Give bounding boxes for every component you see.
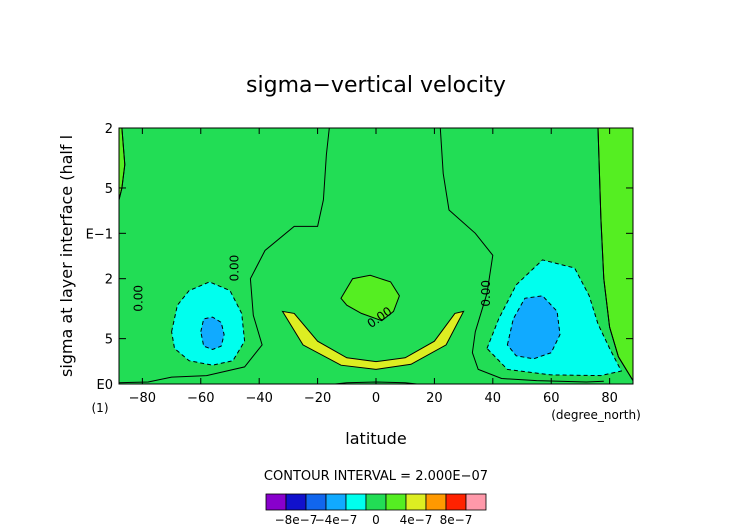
chart-title: sigma−vertical velocity xyxy=(246,73,506,98)
x-axis: −80 −60 −40 −20 0 20 40 60 80 xyxy=(129,128,618,406)
contour-label: 0.00 xyxy=(131,285,145,312)
colorbar-swatch xyxy=(305,493,327,511)
colorbar-label: −4e−7 xyxy=(315,513,358,527)
y-tick-label: 5 xyxy=(105,182,113,197)
colorbar xyxy=(265,493,487,511)
colorbar-swatch xyxy=(385,493,407,511)
y-tick-label: E0 xyxy=(97,378,114,393)
x-tick-label: 20 xyxy=(426,391,443,406)
y-axis-label: sigma at layer interface (half l xyxy=(57,135,76,377)
x-tick-label: −20 xyxy=(304,391,331,406)
contour-label: 0.00 xyxy=(479,280,493,307)
y-axis: 2 5 E−1 2 5 E0 xyxy=(86,122,633,393)
contour-region-southern-strong-descent xyxy=(200,316,225,351)
zero-contour-central-zero-line xyxy=(118,127,330,384)
colorbar-label: 8e−7 xyxy=(440,513,473,527)
colorbar-label: 4e−7 xyxy=(400,513,433,527)
y-axis-unit: (1) xyxy=(92,401,109,415)
contour-region-northern-strong-descent xyxy=(506,295,561,360)
colorbar-swatch xyxy=(405,493,427,511)
colorbar-labels: −8e−7−4e−7 0 4e−7 8e−7 xyxy=(275,513,473,527)
y-tick-label: E−1 xyxy=(86,227,113,242)
y-tick-label: 5 xyxy=(105,333,113,348)
colorbar-swatch xyxy=(365,493,387,511)
colorbar-swatch xyxy=(445,493,467,511)
x-axis-label: latitude xyxy=(345,429,406,448)
colorbar-swatch xyxy=(425,493,447,511)
x-tick-label: 0 xyxy=(372,391,380,406)
zero-contour-north-wedge-line xyxy=(597,127,634,381)
y-tick-label: 2 xyxy=(105,273,113,288)
x-tick-label: −80 xyxy=(129,391,156,406)
contour-fill-regions xyxy=(118,127,634,383)
x-tick-label: −60 xyxy=(187,391,214,406)
x-tick-label: 80 xyxy=(601,391,618,406)
y-tick-label: 2 xyxy=(105,122,113,137)
x-tick-label: 60 xyxy=(543,391,560,406)
colorbar-label: 0 xyxy=(372,513,380,527)
colorbar-swatch xyxy=(265,493,287,511)
plot-area: 0.000.000.000.00 xyxy=(118,127,634,385)
zero-contour-central-zero-line-north xyxy=(439,127,604,383)
contour-label: 0.00 xyxy=(228,255,242,282)
x-tick-label: 40 xyxy=(485,391,502,406)
colorbar-swatch xyxy=(325,493,347,511)
colorbar-swatch xyxy=(285,493,307,511)
zero-contour-lines xyxy=(118,127,634,385)
colorbar-swatch xyxy=(345,493,367,511)
colorbar-label: −8e−7 xyxy=(275,513,318,527)
contour-region-central-weak-ascent xyxy=(340,274,400,322)
contour-labels: 0.000.000.000.00 xyxy=(131,255,493,331)
x-axis-unit: (degree_north) xyxy=(551,408,641,422)
zero-contour-south-sliver-line xyxy=(118,127,126,201)
colorbar-swatch xyxy=(465,493,487,511)
contour-region-equatorial-ascent xyxy=(281,310,465,370)
x-tick-label: −40 xyxy=(245,391,272,406)
contour-interval-text: CONTOUR INTERVAL = 2.000E−07 xyxy=(264,469,488,484)
